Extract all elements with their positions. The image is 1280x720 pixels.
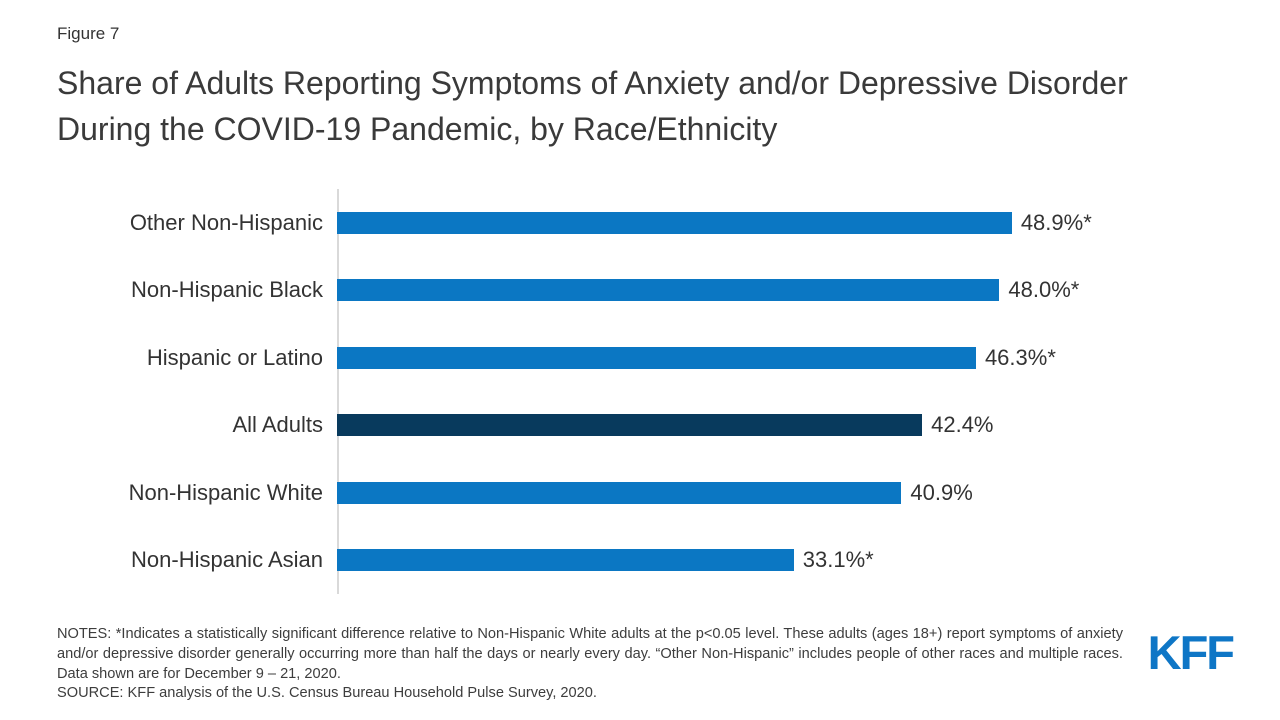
source-text: SOURCE: KFF analysis of the U.S. Census …: [57, 685, 597, 702]
bar-track: 46.3%*: [337, 345, 1056, 370]
bar-track: 42.4%: [337, 412, 1027, 438]
chart-row: Non-Hispanic Asian 33.1%*: [57, 527, 1217, 595]
value-label: 42.4%: [931, 412, 994, 438]
bar-track: 48.0%*: [337, 277, 1079, 302]
chart-row: Other Non-Hispanic 48.9%*: [57, 189, 1217, 257]
bar: [337, 346, 976, 369]
bar: [337, 549, 794, 572]
chart-row: All Adults 42.4%: [57, 392, 1217, 460]
value-label: 33.1%*: [802, 547, 874, 573]
kff-logo: KFF: [1147, 626, 1235, 679]
bar: [337, 211, 1012, 234]
y-axis-line: [337, 189, 339, 594]
category-label: All Adults: [232, 412, 324, 438]
bar-track: 48.9%*: [337, 210, 1092, 235]
value-label: 40.9%: [910, 479, 973, 505]
value-label: 46.3%*: [984, 344, 1056, 370]
category-label: Other Non-Hispanic: [129, 209, 323, 235]
chart-rows: Other Non-Hispanic 48.9%* Non-Hispanic Bla…: [57, 189, 1217, 594]
chart-row: Non-Hispanic Black 48.0%*: [57, 257, 1217, 325]
chart-row: Non-Hispanic White 40.9%: [57, 459, 1217, 527]
figure-label: Figure 7: [57, 24, 120, 43]
bar: [337, 279, 1000, 302]
bar-track: 33.1%*: [337, 547, 1027, 573]
bar-chart: Other Non-Hispanic 48.9%* Non-Hispanic Bla…: [57, 189, 1217, 594]
category-label: Hispanic or Latino: [146, 344, 323, 370]
notes-text: NOTES: *Indicates a statistically signif…: [57, 626, 1123, 682]
page-title: Share of Adults Reporting Symptoms of An…: [57, 65, 1128, 147]
chart-row: Hispanic or Latino 46.3%*: [57, 324, 1217, 392]
bar-track: 40.9%: [337, 479, 1027, 505]
value-label: 48.9%*: [1020, 209, 1092, 235]
category-label: Non-Hispanic White: [128, 479, 323, 505]
bar: [337, 414, 923, 437]
category-label: Non-Hispanic Asian: [131, 547, 323, 573]
bar: [337, 481, 902, 504]
category-label: Non-Hispanic Black: [131, 277, 323, 303]
notes-block: NOTES: *Indicates a statistically signif…: [57, 625, 1123, 704]
value-label: 48.0%*: [1008, 277, 1080, 303]
